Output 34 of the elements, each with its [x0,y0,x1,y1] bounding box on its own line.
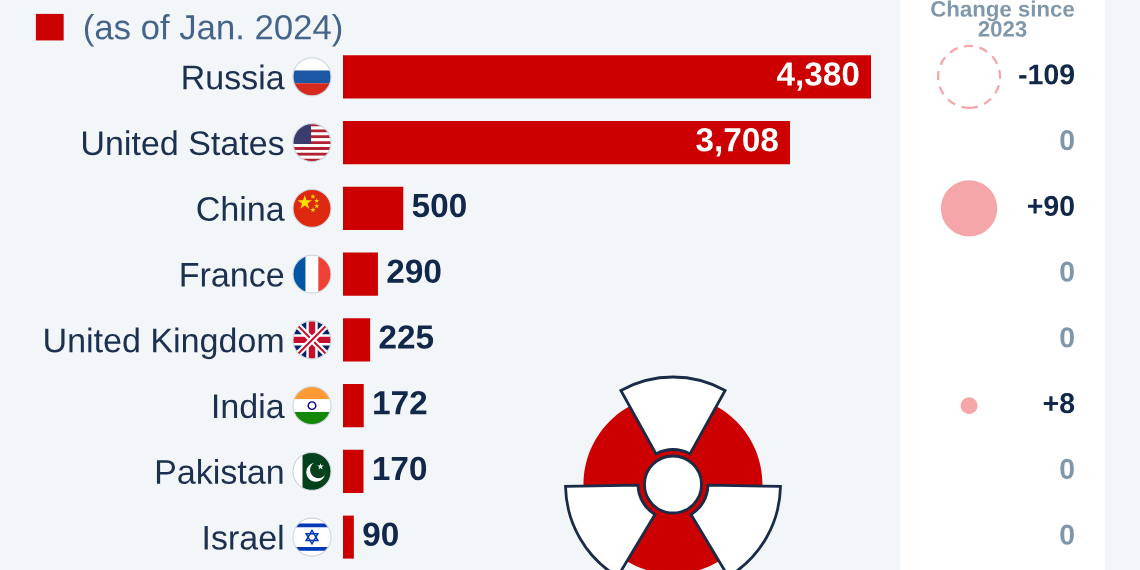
data-label: 90 [363,522,398,547]
bar [343,318,371,362]
data-label: 225 [379,325,434,349]
y-tick-label: India [214,393,285,419]
y-tick-label: Pakistan [156,459,283,485]
bar [343,515,354,559]
bar [343,252,378,296]
bar [343,186,404,230]
bar [343,449,364,493]
data-label: 172 [374,390,427,415]
data-label: 0 [1060,458,1074,480]
data-label: +8 [1043,393,1075,414]
y-tick-label: Israel [204,524,283,550]
y-tick-label: United States [83,130,284,156]
data-label: 290 [387,259,441,284]
bar [343,384,364,428]
data-label: 3,708 [696,127,778,157]
text: Change since 2023 [931,0,1074,37]
data-label: 0 [1060,261,1074,282]
data-label: 4,380 [776,62,859,91]
data-label: 500 [412,193,466,218]
y-tick-label: United Kingdom [45,327,283,360]
y-tick-label: Russia [183,64,285,90]
data-label: 170 [373,456,427,481]
data-label: 0 [1060,524,1074,545]
bar [343,121,790,165]
data-label: 0 [1060,130,1074,151]
data-label: -109 [1019,64,1075,85]
legend-label: (as of Jan. 2024) [84,14,342,47]
bar [343,55,871,99]
y-tick-label: China [197,196,285,222]
data-label: +90 [1027,195,1074,217]
y-tick-label: France [181,263,284,287]
data-label: 0 [1060,327,1074,348]
